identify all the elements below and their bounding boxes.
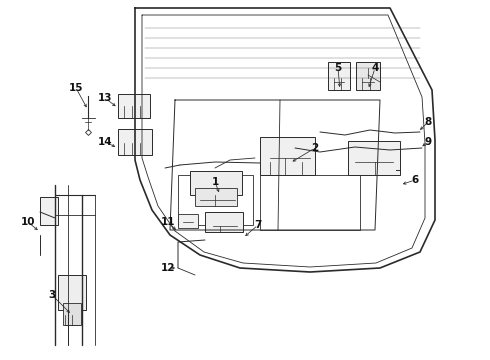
Text: 1: 1: [211, 177, 219, 187]
Bar: [328, 62, 350, 90]
Bar: [195, 188, 237, 206]
Text: 4: 4: [371, 63, 379, 73]
Bar: [348, 141, 400, 175]
Text: 6: 6: [412, 175, 418, 185]
Text: 10: 10: [21, 217, 35, 227]
Bar: [190, 171, 242, 195]
Text: 15: 15: [69, 83, 83, 93]
Text: 5: 5: [334, 63, 342, 73]
Bar: [205, 212, 243, 232]
Text: 14: 14: [98, 137, 112, 147]
Bar: [118, 129, 152, 155]
Bar: [178, 175, 253, 225]
Text: 3: 3: [49, 290, 56, 300]
Bar: [118, 94, 150, 118]
Bar: [40, 197, 58, 225]
Text: 11: 11: [161, 217, 175, 227]
Text: 2: 2: [311, 143, 318, 153]
Bar: [63, 303, 81, 325]
Text: 12: 12: [161, 263, 175, 273]
Text: 8: 8: [424, 117, 432, 127]
Bar: [260, 175, 360, 230]
Text: 9: 9: [424, 137, 432, 147]
Bar: [178, 214, 198, 228]
Bar: [58, 275, 86, 310]
Bar: [260, 137, 315, 175]
Text: 7: 7: [254, 220, 262, 230]
Bar: [356, 62, 380, 90]
Text: 13: 13: [98, 93, 112, 103]
